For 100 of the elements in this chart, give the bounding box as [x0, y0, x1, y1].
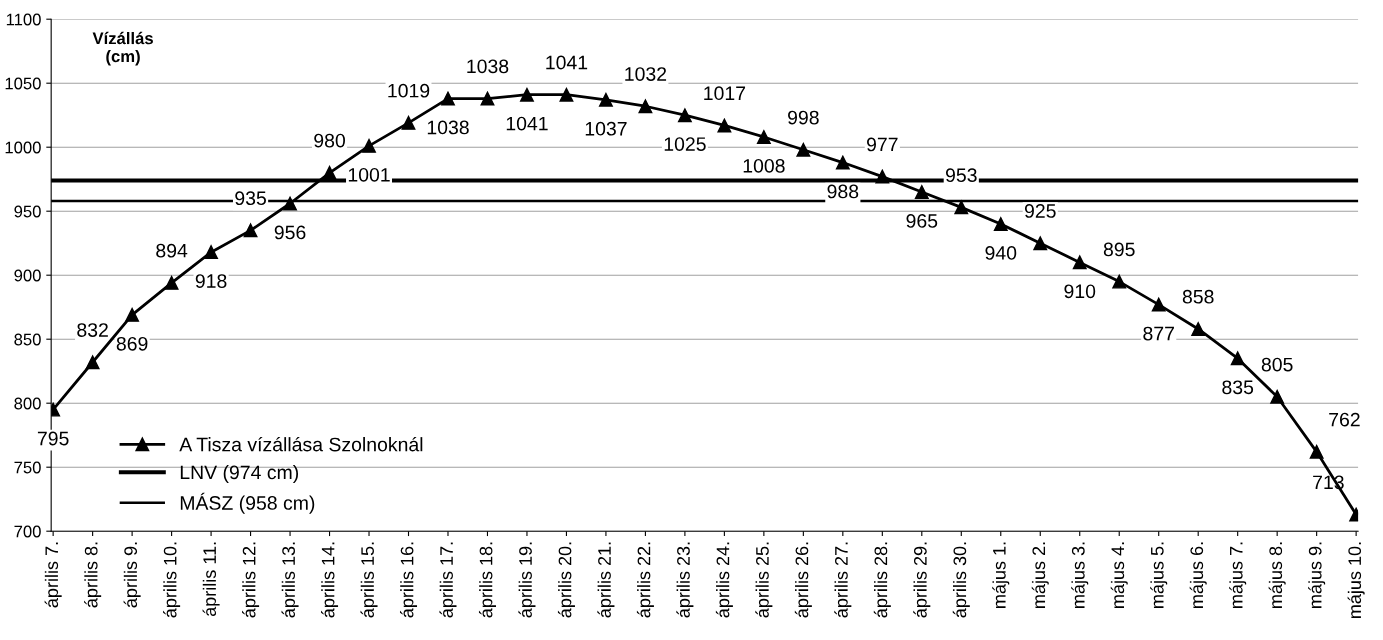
data-label: 869 [116, 336, 148, 351]
point [125, 307, 140, 322]
data-label: 1001 [348, 167, 390, 182]
point [441, 91, 455, 106]
x-tick-label: április 25. [755, 542, 773, 618]
x-tick-label: május 5. [1150, 542, 1168, 608]
x-tick-label: április 15. [360, 542, 378, 618]
x-tick-label: április 12. [242, 542, 260, 618]
data-label: 910 [1064, 284, 1096, 299]
data-label: 1037 [585, 121, 627, 136]
y-tick-label: 950 [14, 205, 41, 218]
point [520, 87, 534, 102]
x-tick-label: május 1. [992, 542, 1010, 608]
point [954, 200, 969, 215]
point [677, 108, 692, 123]
data-label: 1025 [664, 137, 706, 151]
data-label: 998 [788, 110, 819, 125]
point [480, 91, 495, 106]
data-label: 965 [906, 214, 938, 228]
x-tick-label: április 10. [163, 542, 181, 618]
y-tick-label: 900 [14, 269, 41, 282]
x-tick-label: április 20. [557, 542, 575, 618]
point [993, 217, 1008, 231]
data-label: 832 [77, 323, 108, 337]
x-tick-label: május 7. [1229, 542, 1247, 608]
data-label: 894 [156, 243, 188, 258]
data-label: 877 [1143, 326, 1174, 341]
data-label: 1041 [546, 55, 588, 70]
x-tick-label: április 29. [913, 542, 931, 618]
x-tick-label: április 26. [794, 542, 812, 618]
y-tick-label: 800 [14, 397, 41, 410]
point [401, 115, 416, 130]
data-label: 1032 [625, 67, 667, 81]
x-tick-label: április 9. [123, 542, 141, 608]
point [322, 165, 337, 180]
x-tick-label: április 8. [84, 542, 102, 608]
x-tick-label: április 30. [952, 542, 970, 618]
data-label: 940 [985, 246, 1017, 260]
legend-label: LNV (974 cm) [180, 464, 299, 484]
x-tick-label: április 16. [399, 542, 418, 618]
x-tick-label: április 24. [715, 542, 733, 618]
y-tick-label: 1050 [5, 77, 41, 90]
point [164, 275, 179, 290]
x-tick-label: április 23. [676, 542, 694, 618]
point [835, 155, 850, 170]
data-label: 835 [1222, 380, 1254, 395]
x-tick-label: április 22. [636, 542, 654, 618]
point [1270, 389, 1285, 404]
point [1072, 255, 1087, 270]
data-label: 1019 [388, 83, 430, 98]
x-tick-label: április 28. [873, 542, 891, 618]
data-label: 988 [827, 184, 859, 199]
data-label: 805 [1261, 357, 1293, 372]
y-tick-label: 1000 [5, 141, 41, 154]
point [85, 355, 100, 370]
legend-label: A Tisza vízállása Szolnoknál [179, 436, 423, 452]
point [204, 245, 219, 260]
legend-label: MÁSZ (958 cm) [180, 492, 315, 514]
point [1191, 322, 1206, 336]
annotation: Vízállás (cm) [92, 31, 153, 66]
x-tick-label: május 3. [1071, 542, 1089, 608]
point [598, 92, 613, 107]
point [1033, 236, 1048, 251]
point [638, 99, 653, 114]
data-label: 1008 [743, 158, 785, 173]
point [1112, 274, 1127, 289]
y-tick-label: 750 [14, 461, 41, 474]
data-label: 895 [1103, 242, 1135, 257]
data-label: 1038 [467, 59, 509, 74]
x-tick-label: május 6. [1189, 542, 1207, 608]
data-label: 980 [314, 133, 345, 148]
data-label: 1041 [506, 116, 548, 131]
x-tick-label: április 18. [478, 542, 496, 618]
point [243, 223, 258, 238]
point [717, 118, 732, 133]
y-tick-label: 850 [14, 333, 41, 346]
point [362, 138, 376, 153]
x-tick-label: április 14. [321, 542, 339, 618]
data-label: 1038 [427, 120, 469, 135]
x-tick-label: április 17. [439, 542, 457, 618]
data-label: 956 [274, 225, 306, 240]
data-label: 918 [195, 274, 227, 288]
x-tick-label: május 4. [1110, 542, 1128, 608]
x-tick-label: április 11. [202, 542, 220, 617]
data-label: 762 [1329, 412, 1360, 427]
point [1230, 351, 1245, 366]
point [756, 130, 771, 144]
x-tick-label: április 7. [44, 542, 62, 608]
point [283, 196, 297, 211]
x-tick-label: május 10. [1347, 542, 1365, 618]
data-label: 977 [867, 137, 898, 152]
x-tick-label: április 19. [518, 542, 536, 618]
data-label: 858 [1182, 289, 1214, 304]
y-tick-label: 700 [14, 525, 41, 538]
data-label: 935 [235, 191, 266, 206]
point [914, 185, 929, 199]
x-tick-label: április 13. [281, 542, 299, 618]
point [875, 169, 890, 184]
point [1309, 444, 1324, 459]
y-tick-label: 1100 [6, 13, 41, 26]
